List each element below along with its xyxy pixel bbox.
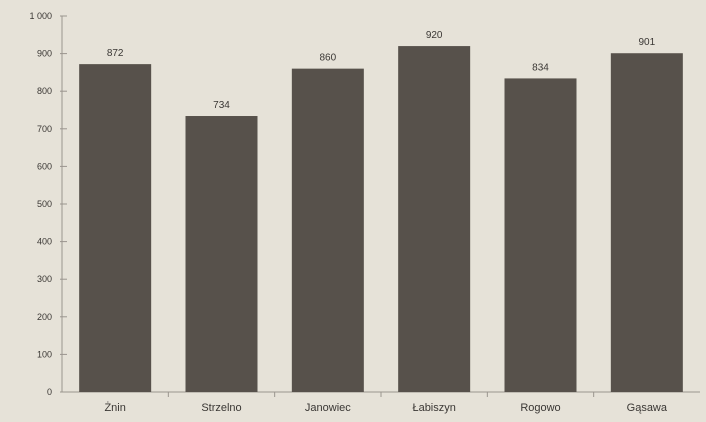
y-tick-label: 100 [37, 349, 52, 359]
data-label: 901 [638, 37, 655, 48]
x-tick-label: Łabiszyn [412, 402, 455, 414]
x-tick-label: Żnin [104, 401, 125, 414]
bar-4 [398, 46, 471, 393]
data-label: 920 [426, 30, 443, 41]
bar-3 [291, 68, 364, 392]
y-tick-label: 400 [37, 237, 52, 247]
y-tick-label: 300 [37, 274, 52, 284]
data-labels: 872 734 860 920 834 901 [107, 30, 656, 111]
bars [79, 46, 683, 393]
y-tick-label: 0 [47, 387, 52, 397]
data-label: 860 [319, 53, 336, 64]
y-tick-label: 600 [37, 161, 52, 171]
y-tick-label: 1 000 [29, 11, 52, 21]
y-axis: 0 100 200 300 400 500 600 700 800 900 1 000 [29, 11, 67, 397]
x-axis: Żnin Strzelno Janowiec Łabiszyn Rogowo Gąsawa [62, 391, 700, 414]
x-tick-label: Janowiec [305, 402, 351, 414]
x-tick-label: Strzelno [201, 402, 241, 414]
x-tick-label: Gąsawa [627, 402, 668, 414]
x-tick-label: Rogowo [520, 402, 560, 414]
y-tick-label: 500 [37, 199, 52, 209]
y-tick-label: 200 [37, 312, 52, 322]
bar-1 [79, 64, 152, 393]
data-label: 834 [532, 62, 549, 73]
data-label: 734 [213, 100, 230, 111]
bar-5 [504, 78, 577, 392]
bar-2 [185, 116, 258, 393]
bar-6 [610, 53, 683, 392]
y-tick-label: 800 [37, 86, 52, 96]
y-tick-label: 700 [37, 124, 52, 134]
data-label: 872 [107, 48, 124, 59]
y-tick-label: 900 [37, 49, 52, 59]
